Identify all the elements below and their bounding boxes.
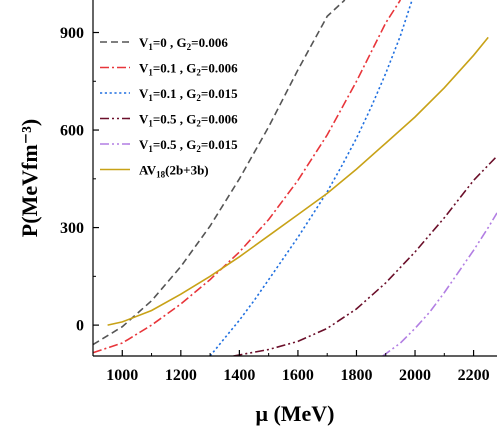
legend: V1=0 , G2=0.006 V1=0.1 , G2=0.006 V1=0.1 ,…	[100, 35, 238, 180]
legend-label-2: V1=0.1 , G2=0.006	[139, 61, 238, 78]
x-tick-label: 1200	[165, 367, 197, 384]
x-tick-label: 1800	[340, 367, 372, 384]
series-line-4	[233, 155, 497, 356]
y-tick-label: 600	[60, 123, 84, 140]
series-line-5	[382, 212, 497, 356]
y-axis-label: P(MeVfm⁻³)	[17, 119, 42, 237]
x-axis-label: μ (MeV)	[255, 401, 334, 426]
series-group	[93, 0, 497, 356]
x-tick-label: 1400	[223, 367, 255, 384]
series-line-2	[93, 0, 402, 354]
legend-label-6: AV18(2b+3b)	[139, 163, 209, 180]
legend-label-1: V1=0 , G2=0.006	[139, 35, 228, 52]
x-tick-label: 1000	[106, 367, 138, 384]
axes-group: 1000 1200 1400 1600 1800 2000 2200 0 300 600 900	[60, 0, 497, 384]
x-tick-label: 2000	[399, 367, 431, 384]
series-line-3	[209, 0, 413, 356]
x-tick-label: 2200	[458, 367, 490, 384]
y-tick-label: 900	[60, 25, 84, 42]
series-line-1	[93, 0, 346, 346]
y-tick-label: 300	[60, 220, 84, 237]
legend-label-3: V1=0.1 , G2=0.015	[139, 86, 238, 103]
y-tick-label: 0	[76, 318, 84, 335]
legend-label-5: V1=0.5 , G2=0.015	[139, 137, 238, 154]
series-line-6	[107, 36, 489, 326]
legend-label-4: V1=0.5 , G2=0.006	[139, 112, 238, 129]
x-tick-label: 1600	[282, 367, 314, 384]
